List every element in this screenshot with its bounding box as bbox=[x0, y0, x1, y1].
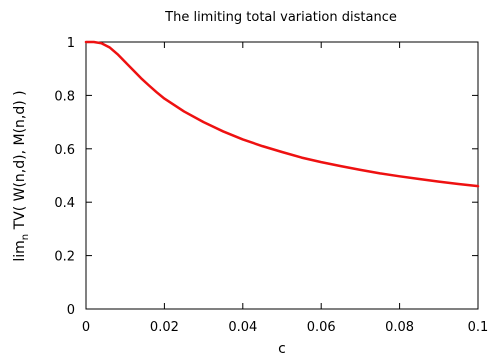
series-line bbox=[84, 40, 480, 188]
x-tick-label: 0.1 bbox=[468, 320, 489, 335]
y-axis-ticks: 0 0.2 0.4 0.6 0.8 1 bbox=[54, 36, 478, 318]
y-axis-label-prefix: lim bbox=[12, 240, 28, 261]
y-tick-label: 0.6 bbox=[54, 143, 75, 158]
chart-title: The limiting total variation distance bbox=[164, 10, 397, 25]
y-axis-label-subscript: n bbox=[20, 234, 31, 240]
x-tick-label: 0.04 bbox=[228, 320, 257, 335]
y-axis-label-suffix: TV( W(n,d), M(n,d) ) bbox=[12, 90, 28, 234]
x-tick-label: 0.06 bbox=[307, 320, 336, 335]
y-axis-label: limn TV( W(n,d), M(n,d) ) bbox=[12, 90, 31, 261]
x-tick-label: 0.08 bbox=[385, 320, 414, 335]
y-tick-label: 0.8 bbox=[54, 89, 75, 104]
x-axis-label: c bbox=[278, 341, 286, 357]
x-axis-ticks: 0 0.02 0.04 0.06 0.08 0.1 bbox=[82, 42, 488, 335]
plot-border bbox=[85, 41, 479, 310]
y-tick-label: 0.2 bbox=[54, 250, 75, 265]
plot-frame bbox=[85, 41, 479, 310]
series-layer bbox=[84, 40, 480, 188]
y-tick-label: 1 bbox=[67, 36, 75, 51]
x-tick-label: 0 bbox=[82, 320, 90, 335]
y-tick-label: 0 bbox=[67, 303, 75, 318]
y-tick-label: 0.4 bbox=[54, 196, 75, 211]
x-tick-label: 0.02 bbox=[150, 320, 179, 335]
